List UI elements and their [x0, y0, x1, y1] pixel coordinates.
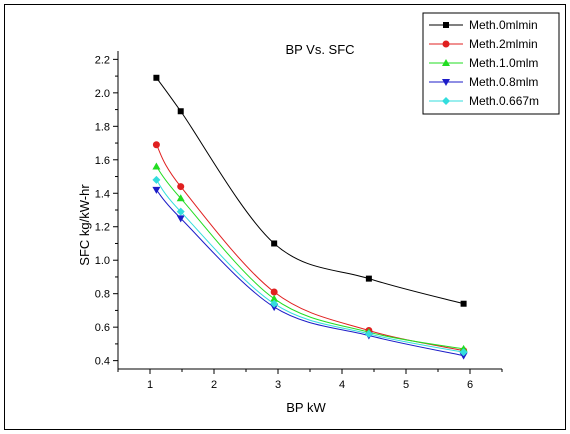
data-point: [364, 329, 373, 338]
data-point: [152, 162, 161, 170]
sfc-chart: BP Vs. SFC 1 2 3 4 5 6 0.4 0.6 0.8 1.0 1.2 1.4 1.6 1.…: [77, 12, 560, 415]
legend-item: Meth.0.8mlm: [429, 75, 538, 89]
data-point: [153, 74, 160, 81]
axes: 1 2 3 4 5 6 0.4 0.6 0.8 1.0 1.2 1.4 1.6 1.8 2.0 2.2: [95, 51, 503, 391]
legend-label: Meth.0.667m: [469, 94, 539, 108]
legend-item: Meth.2mlmin: [429, 37, 538, 51]
y-tick-label: 1.8: [95, 121, 110, 133]
series-1: [153, 74, 467, 307]
data-point: [460, 300, 467, 307]
data-point: [152, 141, 160, 149]
y-tick-label: 1.2: [95, 222, 110, 234]
x-tick-label: 5: [403, 379, 409, 391]
legend-label: Meth.2mlmin: [469, 37, 538, 51]
legend-marker: [442, 97, 450, 105]
series-line: [156, 179, 464, 353]
data-point: [270, 288, 278, 296]
series-line: [156, 166, 464, 350]
y-tick-label: 2.2: [95, 54, 110, 66]
data-point: [459, 348, 468, 357]
legend-item: Meth.1.0mlm: [429, 56, 538, 70]
legend-marker: [442, 40, 450, 48]
legend-item: Meth.0mlmin: [429, 18, 538, 32]
y-tick-label: 0.4: [95, 356, 110, 368]
data-point: [270, 299, 279, 308]
series-3: [152, 162, 468, 352]
data-point: [152, 175, 161, 184]
legend-label: Meth.0mlmin: [469, 18, 538, 32]
chart-frame: BP Vs. SFC 1 2 3 4 5 6 0.4 0.6 0.8 1.0 1.2 1.4 1.6 1.…: [4, 4, 566, 430]
y-tick-label: 1.6: [95, 155, 110, 167]
legend-label: Meth.0.8mlm: [469, 75, 538, 89]
y-tick-label: 0.8: [95, 289, 110, 301]
data-point: [152, 186, 161, 194]
y-tick-label: 1.4: [95, 188, 110, 200]
data-point: [270, 294, 279, 302]
data-point: [271, 240, 278, 247]
data-point: [365, 275, 372, 282]
y-tick-label: 0.6: [95, 322, 110, 334]
data-point: [177, 108, 184, 115]
legend: Meth.0mlmin Meth.2mlmin Meth.1.0mlm Meth.0.…: [422, 12, 560, 115]
data-point: [177, 183, 185, 191]
legend-item: Meth.0.667m: [429, 94, 539, 108]
x-tick-label: 3: [275, 379, 281, 391]
x-axis-title: BP kW: [286, 400, 326, 415]
series-5: [152, 175, 468, 357]
legend-marker: [442, 79, 450, 86]
x-tick-label: 2: [211, 379, 217, 391]
data-point: [176, 207, 185, 216]
legend-marker: [442, 59, 450, 66]
x-tick-label: 6: [467, 379, 473, 391]
chart-title: BP Vs. SFC: [285, 42, 354, 57]
series-line: [155, 77, 464, 305]
x-tick-label: 4: [339, 379, 345, 391]
series-layer: [152, 74, 468, 360]
series-4: [152, 186, 468, 360]
legend-marker: [443, 22, 449, 28]
y-tick-label: 1.0: [95, 255, 110, 267]
data-point: [176, 194, 185, 202]
x-tick-label: 1: [147, 379, 153, 391]
data-point: [176, 215, 185, 223]
y-tick-label: 2.0: [95, 88, 110, 100]
y-axis-title: SFC kg/kW-hr: [77, 184, 92, 266]
legend-label: Meth.1.0mlm: [469, 56, 538, 70]
